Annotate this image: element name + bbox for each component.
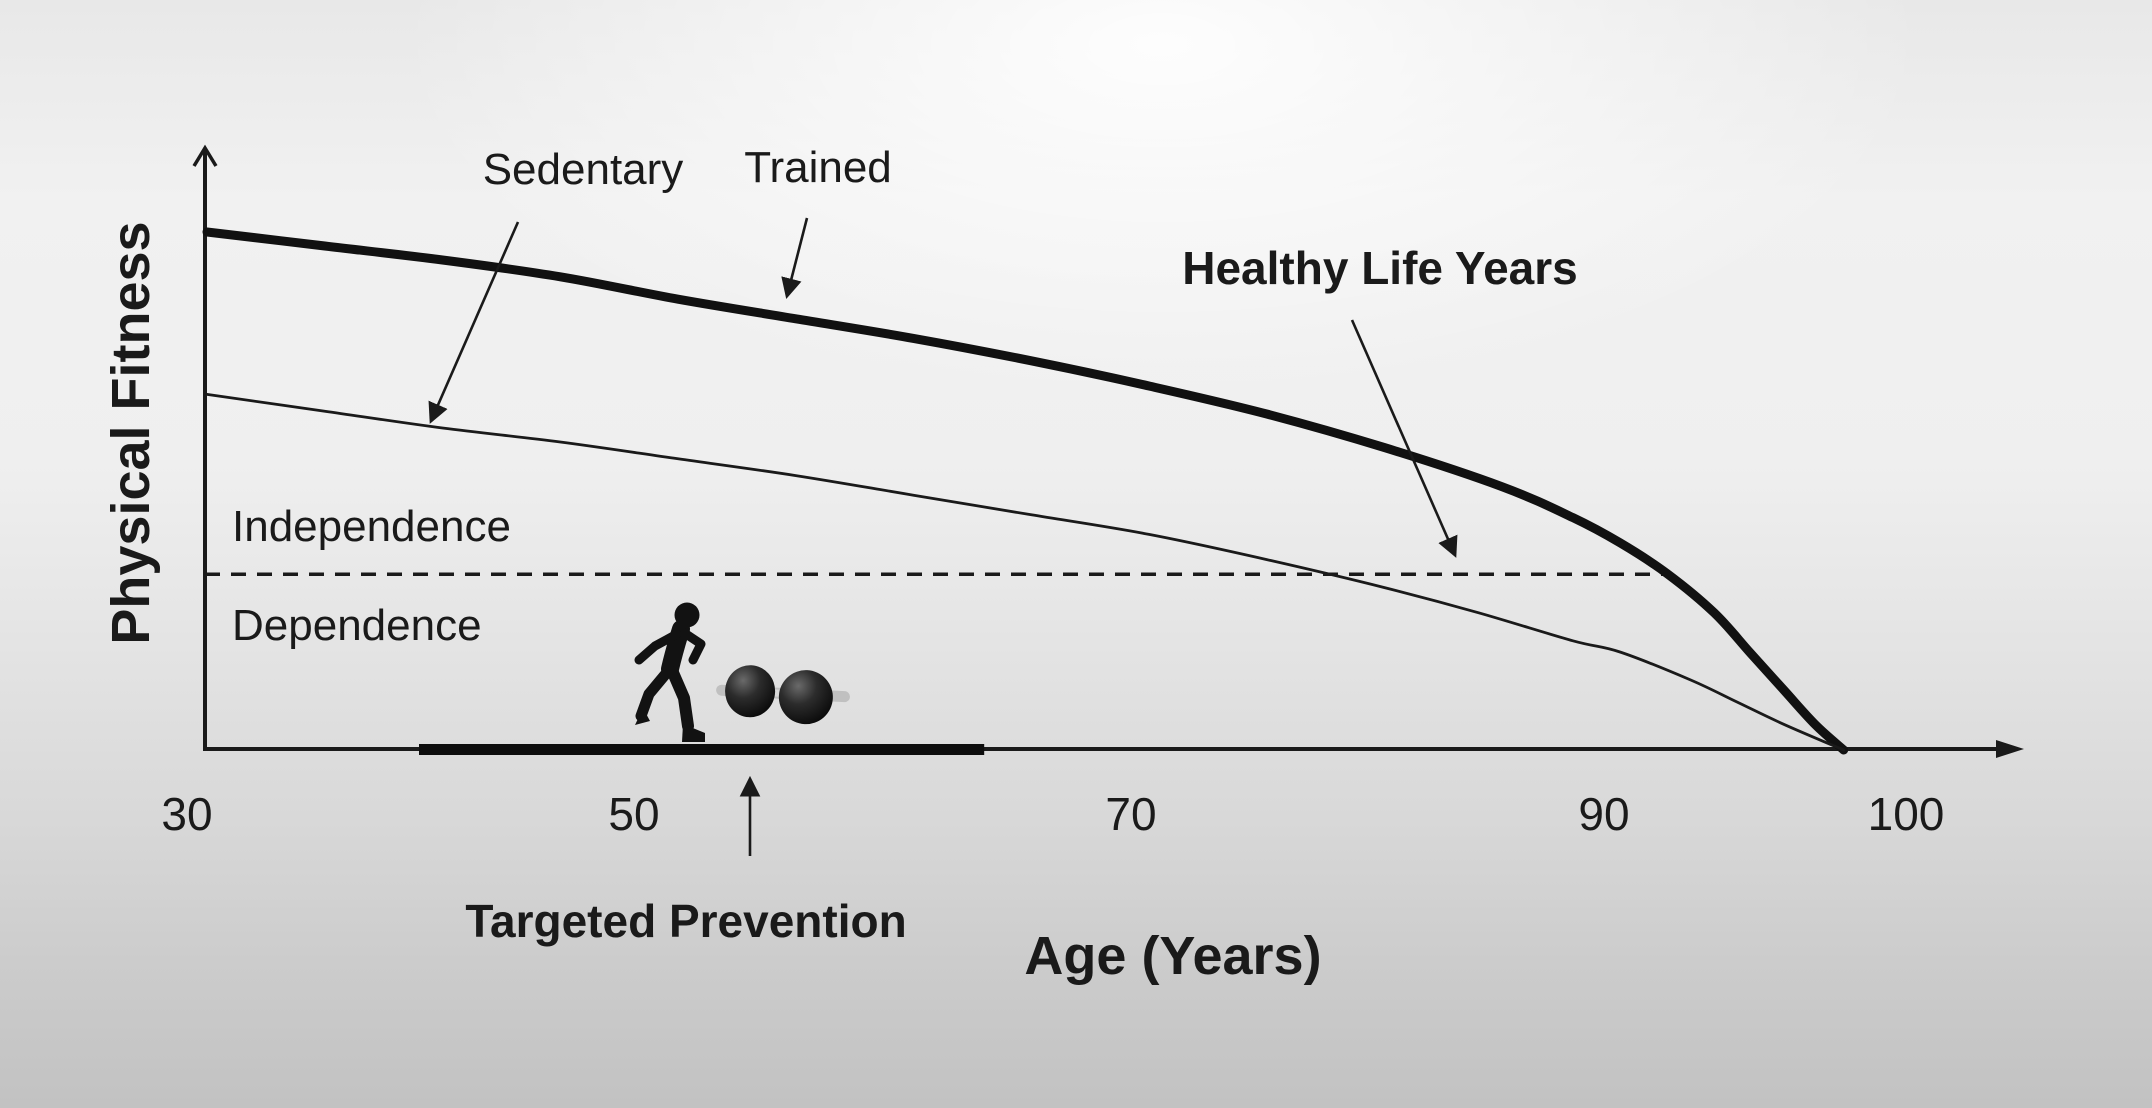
trained-curve bbox=[202, 227, 1849, 755]
x-axis-title: Age (Years) bbox=[1024, 926, 1322, 986]
dependence-label: Dependence bbox=[232, 601, 482, 650]
dumbbell-icon bbox=[716, 665, 850, 725]
independence-label: Independence bbox=[232, 502, 511, 551]
sedentary-curve-label: Sedentary bbox=[482, 145, 684, 194]
targeted-prevention-bar bbox=[419, 744, 985, 755]
targeted-prevention-label: Targeted Prevention bbox=[465, 895, 907, 947]
x-tick-100: 100 bbox=[1867, 788, 1945, 840]
runner-icon bbox=[634, 602, 706, 742]
y-axis-title: Physical Fitness bbox=[101, 221, 161, 645]
x-axis-arrowhead-icon bbox=[1996, 740, 2024, 758]
trained-curve-label: Trained bbox=[744, 143, 892, 192]
y-axis-arrowhead-icon bbox=[192, 144, 218, 167]
x-tick-30: 30 bbox=[161, 788, 213, 840]
x-tick-70: 70 bbox=[1105, 788, 1157, 840]
x-tick-50: 50 bbox=[608, 788, 660, 840]
sedentary-arrow-icon bbox=[428, 221, 520, 424]
sedentary-curve bbox=[205, 393, 1846, 752]
healthy-life-years-label: Healthy Life Years bbox=[1182, 242, 1578, 294]
x-tick-90: 90 bbox=[1578, 788, 1630, 840]
trained-arrow-icon bbox=[781, 217, 809, 300]
healthy-life-years-arrow-icon bbox=[1350, 319, 1458, 558]
